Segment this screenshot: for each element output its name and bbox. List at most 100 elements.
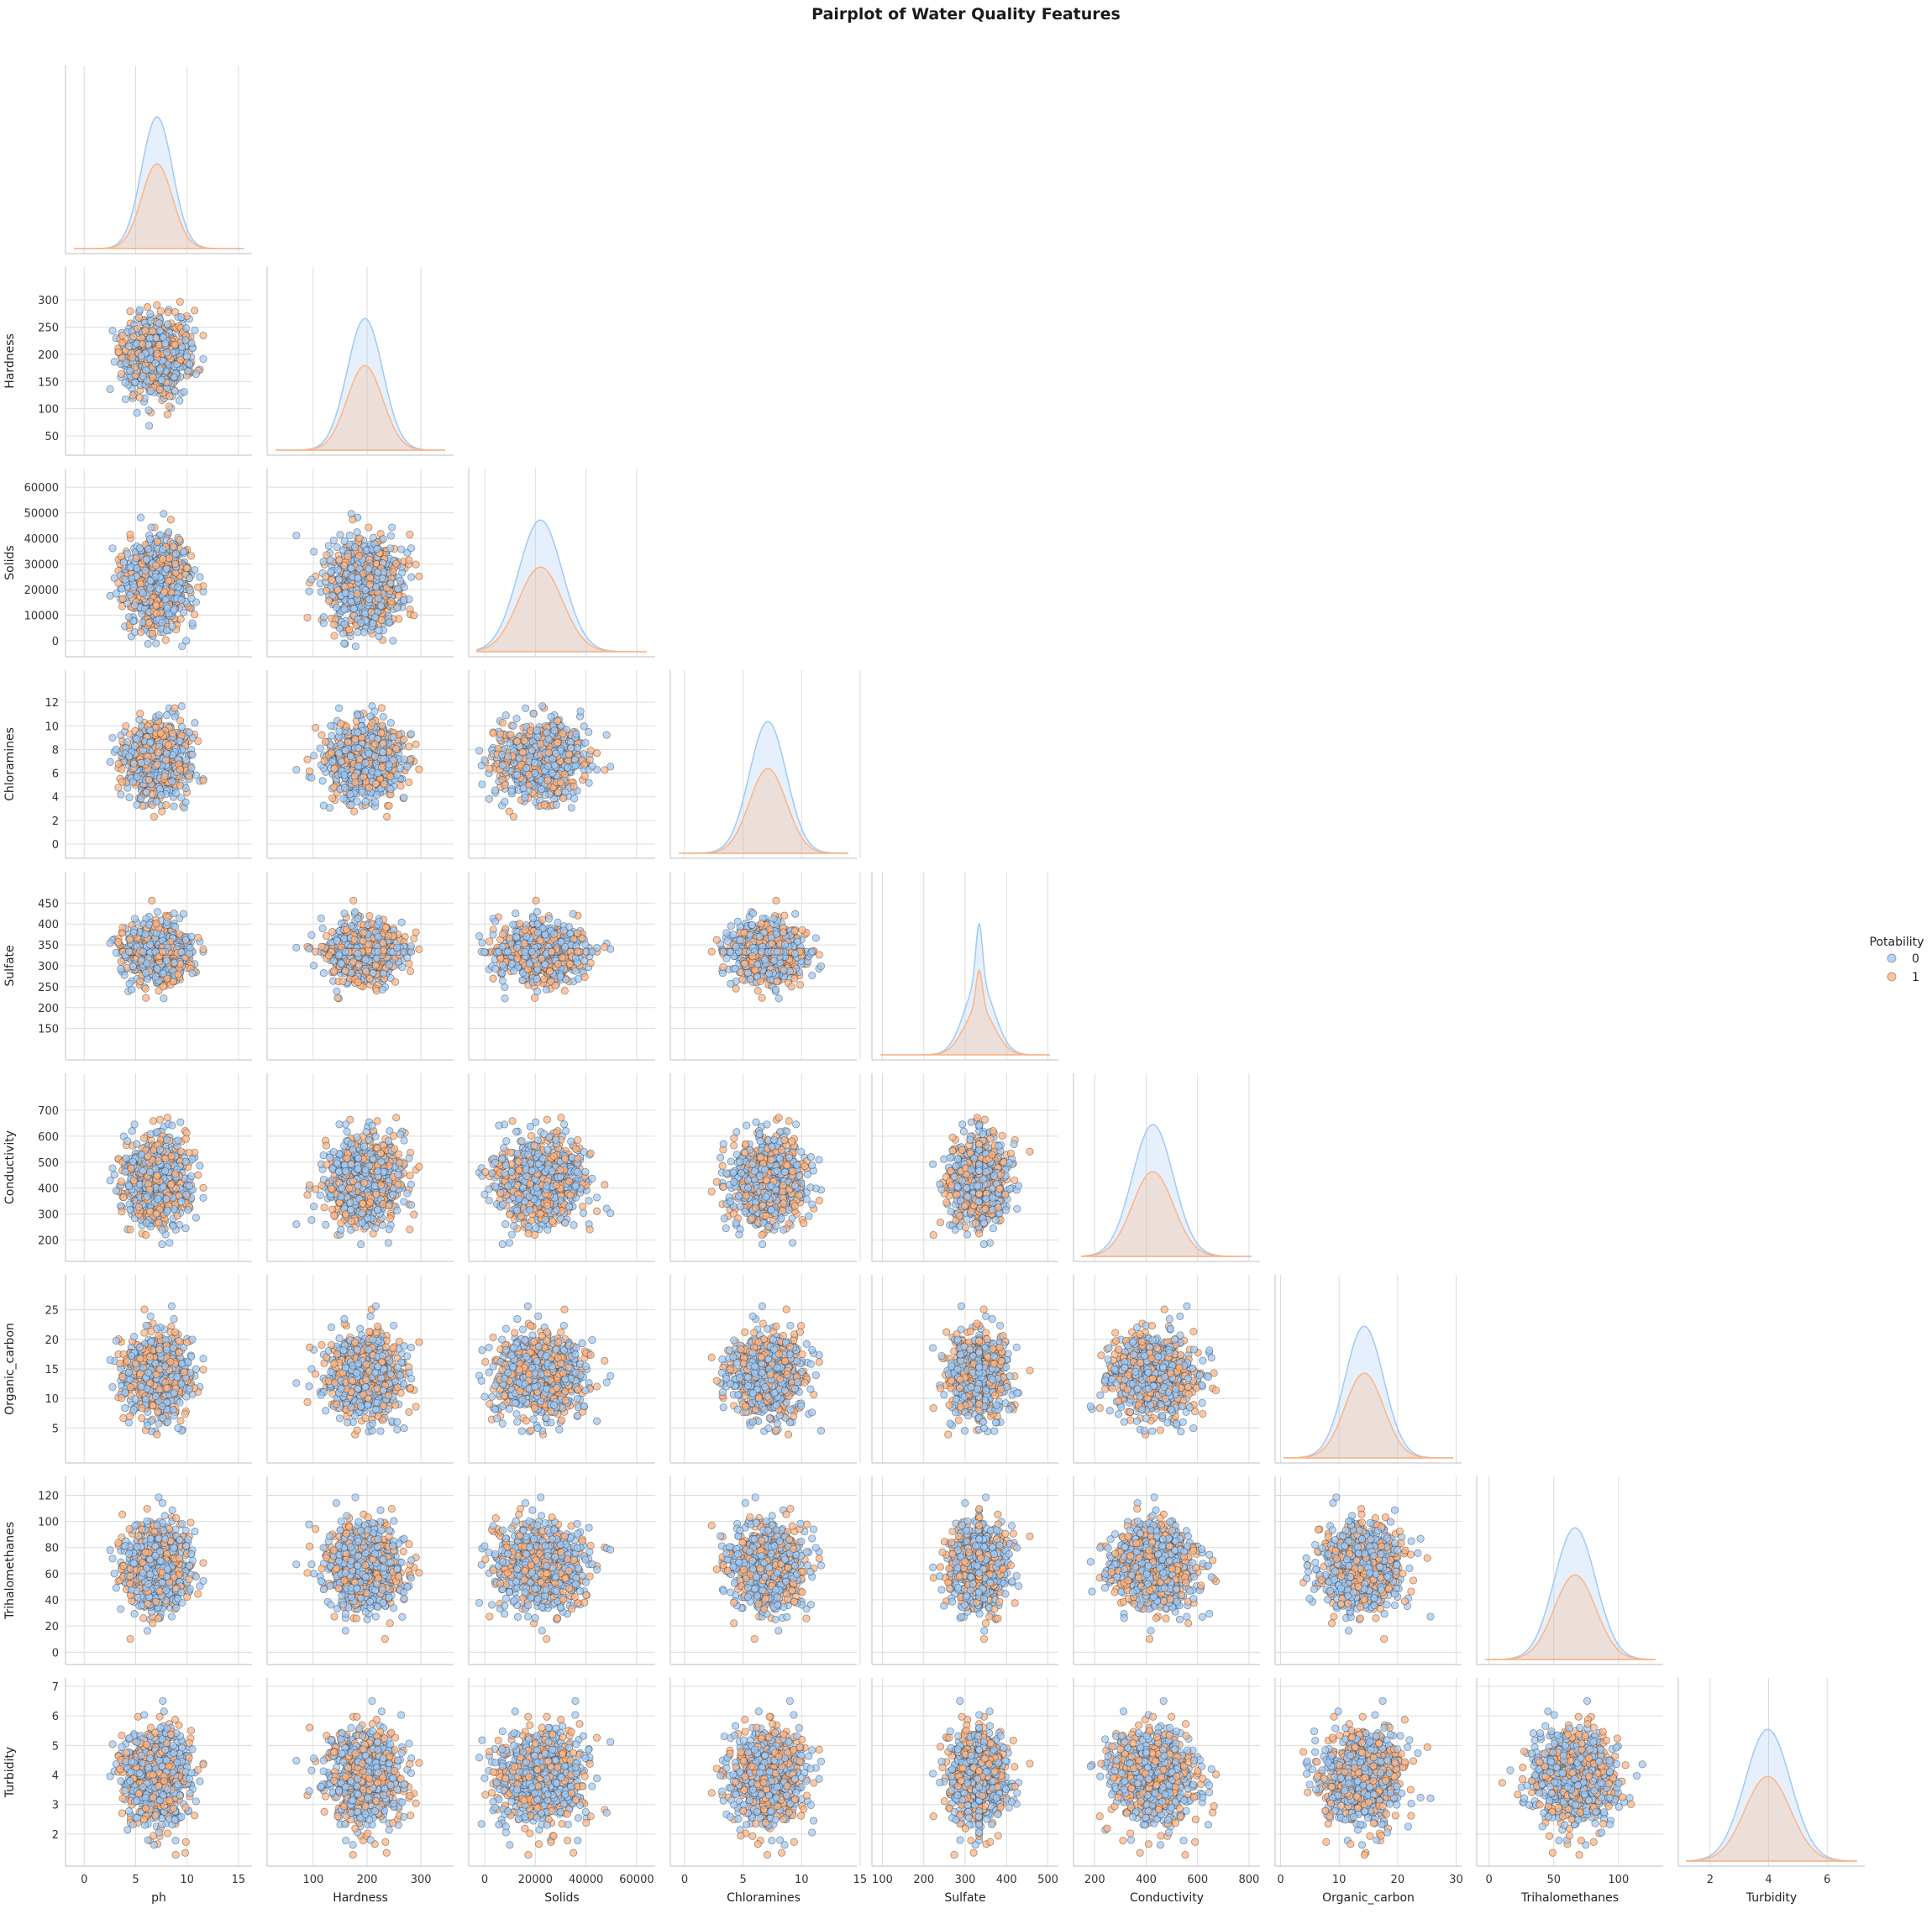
scatter-point-0	[186, 360, 192, 367]
scatter-point-0	[152, 359, 159, 366]
scatter-point-0	[113, 590, 119, 597]
scatter-point-0	[178, 596, 185, 603]
scatter-point-1	[142, 327, 149, 333]
scatter-point-0	[375, 595, 381, 601]
scatter-point-0	[126, 794, 133, 800]
scatter-point-0	[111, 359, 118, 365]
scatter-point-0	[145, 422, 152, 429]
scatter-point-0	[145, 546, 152, 553]
scatter-point-0	[146, 334, 153, 341]
scatter-point-0	[401, 596, 407, 603]
scatter-point-0	[371, 614, 378, 621]
y-tick-label: 40000	[24, 533, 59, 546]
scatter-point-1	[130, 333, 137, 340]
panel-Solids-vs-Hardness	[267, 469, 454, 657]
scatter-point-0	[351, 543, 358, 550]
scatter-point-1	[191, 611, 197, 618]
scatter-point-1	[154, 350, 160, 357]
scatter-point-1	[407, 531, 413, 537]
scatter-point-0	[325, 543, 332, 549]
scatter-point-0	[136, 307, 143, 313]
scatter-point-1	[171, 308, 178, 315]
scatter-point-0	[320, 558, 327, 565]
scatter-point-1	[155, 538, 161, 545]
panel-ph-vs-ph	[66, 66, 252, 254]
scatter-point-0	[408, 574, 415, 580]
scatter-point-0	[123, 359, 129, 366]
scatter-point-1	[355, 553, 362, 559]
scatter-point-1	[162, 637, 169, 643]
scatter-point-0	[131, 602, 138, 609]
scatter-point-1	[149, 630, 155, 637]
scatter-point-1	[135, 314, 142, 321]
scatter-point-0	[172, 550, 179, 557]
scatter-point-0	[389, 524, 396, 531]
scatter-point-1	[322, 574, 328, 580]
scatter-point-0	[354, 574, 361, 581]
scatter-point-1	[160, 589, 167, 595]
scatter-point-0	[162, 340, 169, 347]
y-axis-label: Hardness	[3, 333, 17, 389]
y-tick-label: 250	[38, 322, 59, 335]
scatter-point-0	[375, 627, 382, 633]
panel-Solids-vs-Solids	[469, 469, 655, 657]
panel-Chloramines-vs-ph	[66, 670, 252, 858]
scatter-point-0	[387, 545, 394, 552]
scatter-point-0	[160, 511, 167, 517]
scatter-point-0	[387, 532, 394, 539]
scatter-point-0	[130, 584, 137, 590]
scatter-point-0	[129, 575, 135, 582]
scatter-point-0	[394, 605, 401, 611]
scatter-point-0	[156, 327, 163, 333]
scatter-point-0	[139, 373, 146, 380]
scatter-point-0	[138, 353, 144, 359]
scatter-point-0	[390, 637, 396, 644]
scatter-point-1	[129, 392, 136, 399]
scatter-point-0	[375, 633, 382, 640]
scatter-point-0	[188, 595, 195, 601]
scatter-point-0	[136, 545, 143, 552]
scatter-point-0	[155, 320, 162, 327]
scatter-point-1	[331, 621, 338, 628]
scatter-point-0	[328, 569, 334, 575]
scatter-point-1	[165, 577, 171, 584]
scatter-point-0	[147, 585, 154, 591]
scatter-point-1	[412, 561, 419, 568]
y-tick-label: 60000	[24, 482, 59, 495]
scatter-point-1	[323, 552, 330, 558]
scatter-point-1	[304, 614, 311, 621]
panel-Solids-vs-ph	[66, 469, 252, 657]
scatter-point-1	[133, 554, 139, 561]
scatter-point-0	[122, 380, 129, 386]
scatter-point-0	[320, 620, 327, 627]
scatter-point-0	[147, 311, 154, 317]
scatter-point-1	[195, 584, 202, 590]
scatter-point-0	[165, 529, 171, 536]
scatter-point-1	[170, 543, 176, 550]
scatter-point-1	[119, 595, 126, 602]
scatter-point-1	[157, 307, 164, 314]
scatter-point-0	[379, 575, 386, 582]
scatter-point-1	[164, 411, 171, 417]
scatter-point-0	[362, 586, 369, 593]
scatter-point-0	[127, 591, 134, 598]
scatter-point-0	[341, 606, 348, 613]
scatter-point-0	[401, 584, 407, 590]
scatter-point-1	[165, 309, 171, 316]
scatter-point-1	[159, 808, 165, 815]
scatter-point-0	[192, 720, 198, 726]
scatter-point-0	[137, 514, 144, 521]
y-tick-label: 50000	[24, 508, 59, 521]
scatter-point-1	[416, 573, 423, 579]
panel-Hardness-vs-Hardness	[267, 267, 454, 455]
scatter-point-1	[411, 612, 417, 619]
scatter-point-1	[127, 307, 134, 314]
scatter-point-1	[137, 710, 144, 716]
scatter-point-0	[143, 556, 150, 563]
scatter-point-0	[134, 409, 140, 416]
y-tick-label: 300	[38, 295, 59, 307]
scatter-point-1	[177, 356, 184, 363]
scatter-point-0	[122, 396, 129, 402]
scatter-point-1	[344, 553, 351, 559]
